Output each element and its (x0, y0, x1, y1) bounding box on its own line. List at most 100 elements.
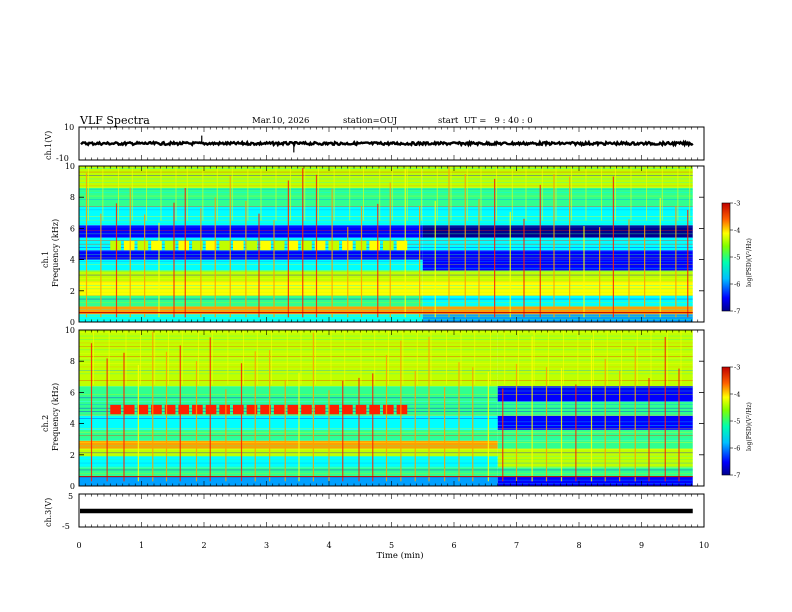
ytick-label: 10 (65, 162, 75, 171)
emission-segment (328, 404, 340, 415)
colorbar-tick-label: -3 (734, 364, 740, 372)
emission-segment (219, 240, 230, 251)
ch3-ytick-bottom: -5 (62, 522, 70, 531)
time-axis-label: Time (min) (376, 550, 423, 561)
emission-segment (287, 240, 299, 251)
band-early-6 (79, 250, 423, 260)
emission-segment (273, 240, 285, 251)
band-early-5 (79, 429, 498, 441)
emission-segment (151, 240, 162, 251)
band-early-0 (79, 314, 423, 322)
ytick-label: 2 (70, 287, 75, 296)
xtick-label: 3 (264, 541, 269, 550)
ch2-frequency-label: Frequency (kHz) (51, 383, 60, 451)
station-label: station=OUJ (343, 116, 398, 126)
emission-segment (260, 240, 271, 251)
emission-segment (382, 240, 394, 251)
band-late-8 (422, 225, 693, 238)
ytick-label: 6 (70, 388, 75, 397)
ch2-spectrogram-panel: 0 2 4 6 8 10 ch.2 Frequency (kHz) -3 -4 -5 -6 -7 … (41, 326, 753, 491)
ch1-spectrogram-ticks (78, 165, 705, 323)
emission-segment (396, 404, 408, 415)
ch3-ylabel: ch.3(V) (44, 498, 53, 527)
band-late-11 (422, 166, 693, 188)
band-late-2 (422, 295, 693, 307)
xtick-label: 2 (201, 541, 206, 550)
ch1-colorbar-label: log(PSD)(V²/Hz) (746, 238, 753, 287)
band-early-9 (79, 358, 498, 387)
ytick-label: 8 (70, 357, 75, 366)
band-late-3 (422, 281, 693, 296)
start-ut-label: start UT = 9 : 40 : 0 (438, 116, 533, 126)
emission-segment (369, 404, 380, 415)
emission-segment (301, 240, 312, 251)
ch2-colorbar: -3 -4 -5 -6 -7 log(PSD)(V²/Hz) (721, 364, 753, 480)
ch1-waveform-trace (80, 135, 694, 153)
emission-segment (260, 404, 271, 415)
emission-segment (369, 240, 380, 251)
time-axis-tick-labels: 0 1 2 3 4 5 6 7 8 9 10 (76, 541, 709, 550)
ch1-ytick-bottom: -10 (56, 154, 69, 163)
emission-segment (382, 404, 394, 415)
emission-segment (246, 404, 258, 415)
emission-segment (396, 240, 408, 251)
emission-segment (137, 404, 149, 415)
ch1-trace-line (80, 139, 694, 148)
band-early-0 (79, 476, 498, 486)
band-early-10 (79, 330, 498, 359)
xtick-label: 10 (699, 541, 709, 550)
band-early-1 (79, 467, 498, 477)
colorbar-tick-label: -7 (734, 308, 740, 316)
band-early-2 (79, 456, 498, 468)
colorbar-tick-label: -6 (734, 445, 740, 453)
ytick-label: 4 (70, 420, 75, 429)
ch1-spectrogram-ytick-labels: 0 2 4 6 8 10 (65, 162, 75, 327)
xtick-label: 9 (639, 541, 644, 550)
band-late-9 (422, 206, 693, 226)
band-early-4 (79, 440, 498, 449)
emission-segment (328, 240, 340, 251)
ytick-label: 4 (70, 256, 75, 265)
ch1-frequency-label: Frequency (kHz) (51, 219, 60, 287)
ch2-spectrogram-ticks (78, 329, 705, 487)
band-early-8 (79, 386, 498, 402)
colorbar-tick-label: -3 (734, 200, 740, 208)
ch3-waveform-ticks (78, 494, 705, 527)
xtick-label: 8 (576, 541, 581, 550)
band-late-10 (422, 187, 693, 207)
xtick-label: 1 (139, 541, 144, 550)
ch2-channel-label: ch.2 (41, 415, 50, 432)
colorbar-tick-label: -5 (734, 418, 740, 426)
emission-segment (151, 404, 162, 415)
band-early-4 (79, 270, 423, 282)
band-early-6 (79, 415, 498, 430)
emission-segment (178, 240, 190, 251)
ch1-ylabel: ch.1(V) (44, 131, 53, 160)
ch1-colorbar: -3 -4 -5 -6 -7 log(PSD)(V²/Hz) (721, 200, 753, 316)
emission-segment (123, 404, 135, 415)
ch1-colorbar-ticks: -3 -4 -5 -6 -7 (730, 200, 740, 316)
emission-segment (232, 240, 244, 251)
xtick-label: 7 (514, 541, 519, 550)
band-late-5 (497, 429, 693, 441)
xtick-label: 5 (389, 541, 394, 550)
ch1-waveform-panel: 10 -10 ch.1(V) (44, 123, 705, 163)
ch2-colorbar-label: log(PSD)(V²/Hz) (746, 402, 753, 451)
band-early-5 (79, 259, 423, 271)
emission-segment (205, 404, 217, 415)
emission-segment (164, 404, 176, 415)
band-late-1 (497, 467, 693, 477)
ch2-spectrogram-ytick-labels: 0 2 4 6 8 10 (65, 326, 75, 491)
emission-segment (205, 240, 217, 251)
ch1-colorbar-ramp (721, 202, 731, 312)
emission-segment (164, 240, 176, 251)
xtick-label: 6 (451, 541, 456, 550)
emission-segment (355, 404, 367, 415)
emission-segment (287, 404, 299, 415)
emission-segment (178, 404, 190, 415)
ytick-label: 0 (70, 482, 75, 491)
band-late-7 (497, 401, 693, 416)
emission-segment (232, 404, 244, 415)
ch2-spectrogram-image (79, 330, 693, 486)
